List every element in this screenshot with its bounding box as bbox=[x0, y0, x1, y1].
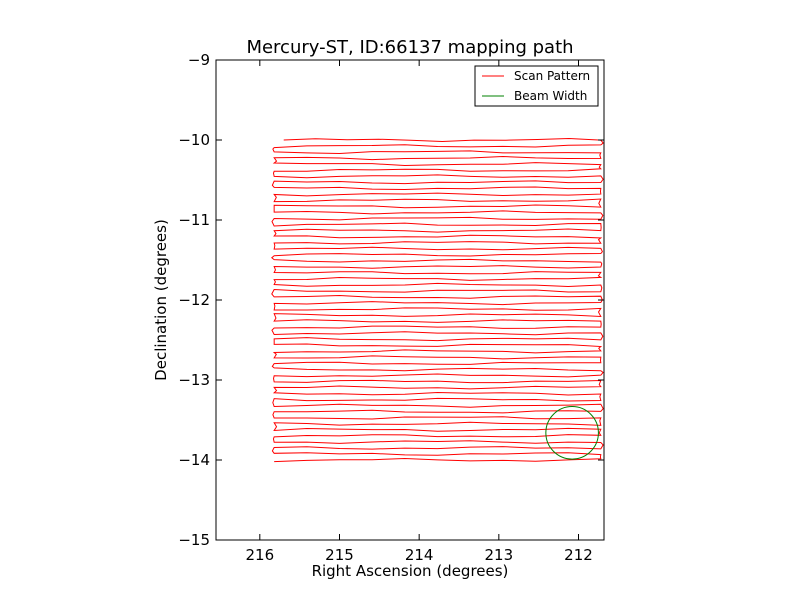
x-axis: 216 215 214 213 212 bbox=[245, 60, 593, 564]
beam-width-circle bbox=[545, 406, 599, 460]
y-tick-label: −12 bbox=[178, 291, 210, 309]
legend-box bbox=[474, 65, 599, 107]
y-tick-label: −11 bbox=[178, 211, 210, 229]
x-tick-label: 212 bbox=[564, 546, 593, 564]
x-tick-label: 215 bbox=[325, 546, 354, 564]
x-axis-label: Right Ascension (degrees) bbox=[312, 562, 509, 580]
legend-label-beam-width: Beam Width bbox=[514, 89, 587, 103]
chart-title: Mercury-ST, ID:66137 mapping path bbox=[246, 37, 573, 58]
y-axis: −9 −10 −11 −12 −13 −14 −15 bbox=[178, 51, 604, 549]
legend: Scan Pattern Beam Width bbox=[474, 65, 599, 107]
y-tick-label: −10 bbox=[178, 131, 210, 149]
y-axis-label: Declination (degrees) bbox=[152, 219, 170, 381]
y-tick-label: −13 bbox=[178, 371, 210, 389]
legend-label-scan-pattern: Scan Pattern bbox=[514, 69, 590, 83]
x-tick-label: 216 bbox=[245, 546, 274, 564]
plot-background bbox=[216, 60, 604, 540]
y-tick-label: −15 bbox=[178, 531, 210, 549]
x-tick-label: 214 bbox=[405, 546, 434, 564]
plot-area bbox=[215, 59, 605, 541]
y-tick-label: −9 bbox=[188, 51, 210, 69]
x-tick-label: 213 bbox=[485, 546, 514, 564]
y-tick-label: −14 bbox=[178, 451, 210, 469]
